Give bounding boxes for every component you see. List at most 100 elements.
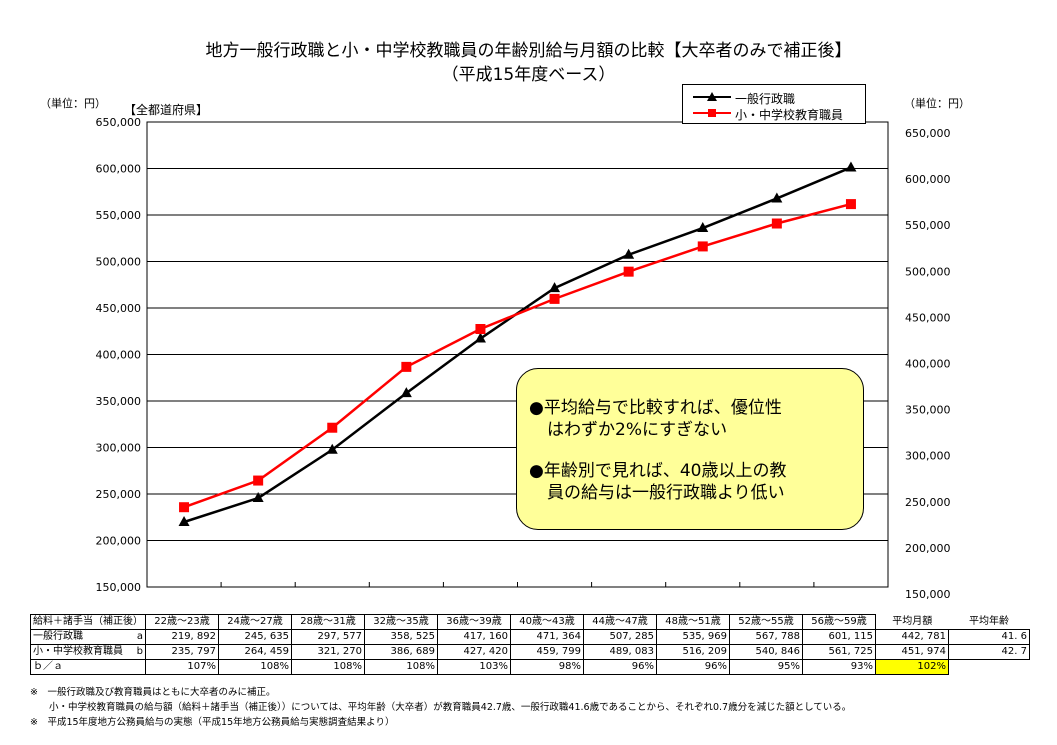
data-point-series-1 bbox=[771, 192, 783, 203]
table-cell: 427, 420 bbox=[437, 644, 511, 660]
data-point-series-2 bbox=[327, 422, 338, 433]
table-cell: 417, 160 bbox=[437, 629, 511, 645]
table-cell: 489, 083 bbox=[583, 644, 657, 660]
y-tick-label-right: 200,000 bbox=[905, 542, 951, 555]
table-header-cell: 40歳～43歳 bbox=[510, 614, 584, 630]
data-point-series-1 bbox=[623, 248, 635, 259]
table-cell: 108% bbox=[218, 659, 292, 675]
table-row: ｂ／ａ 107% 108% 108% 108% 103% 98% 96% 96%… bbox=[30, 659, 1030, 675]
table-cell: 535, 969 bbox=[656, 629, 730, 645]
callout-bullet2-line2: 員の給与は一般行政職より低い bbox=[547, 483, 785, 503]
y-tick-label-left: 200,000 bbox=[96, 535, 142, 548]
data-point-series-1 bbox=[845, 161, 857, 172]
region-label: 【全都道府県】 bbox=[124, 103, 209, 117]
table-cell: 96% bbox=[656, 659, 730, 675]
callout-box: ●平均給与で比較すれば、優位性 はわずか2%にすぎない ●年齢別で見れば、40歳… bbox=[516, 368, 864, 530]
table-header-row: 給料＋諸手当（補正後） 22歳～23歳 24歳～27歳 28歳～31歳 32歳～… bbox=[30, 614, 1030, 630]
data-point-series-1 bbox=[326, 443, 338, 454]
unit-label-left: （単位：円） bbox=[40, 97, 106, 110]
data-point-series-1 bbox=[474, 332, 486, 343]
table-cell: 540, 846 bbox=[729, 644, 803, 660]
footnote-2: 小・中学校教育職員の給与額（給料＋諸手当（補正後））については、平均年齢（大卒者… bbox=[30, 702, 852, 713]
table-cell-empty bbox=[949, 660, 1030, 675]
data-table: 給料＋諸手当（補正後） 22歳～23歳 24歳～27歳 28歳～31歳 32歳～… bbox=[30, 614, 1030, 675]
table-cell: 386, 689 bbox=[364, 644, 438, 660]
callout-bullet2-line1: ●年齢別で見れば、40歳以上の教 bbox=[529, 461, 787, 481]
unit-label-right: （単位：円） bbox=[904, 97, 970, 110]
table-cell: 358, 525 bbox=[364, 629, 438, 645]
y-tick-label-left: 500,000 bbox=[96, 256, 142, 269]
data-point-series-2 bbox=[697, 241, 708, 252]
data-point-series-2 bbox=[771, 218, 782, 229]
legend-marker-triangle bbox=[707, 92, 717, 101]
y-tick-label-right: 350,000 bbox=[905, 404, 951, 417]
data-point-series-1 bbox=[178, 516, 190, 527]
table-cell-age: 42. 7 bbox=[948, 644, 1030, 660]
table-header-cell: 44歳～47歳 bbox=[583, 614, 657, 630]
data-point-series-2 bbox=[253, 475, 264, 486]
legend-markers bbox=[693, 92, 731, 117]
table-cell: 107% bbox=[145, 659, 219, 675]
table-row: 小・中学校教育職員 b 235, 797 264, 459 321, 270 38… bbox=[30, 644, 1030, 660]
table-header-cell: 56歳～59歳 bbox=[802, 614, 876, 630]
y-tick-label-right: 600,000 bbox=[905, 173, 951, 186]
y-tick-label-right: 450,000 bbox=[905, 311, 951, 324]
series-line-2 bbox=[183, 202, 852, 509]
table-cell: 96% bbox=[583, 659, 657, 675]
table-cell: 98% bbox=[510, 659, 584, 675]
legend: 一般行政職 小・中学校教育職員 bbox=[682, 84, 866, 124]
legend-marker-square bbox=[708, 109, 716, 117]
callout-bullet1-line1: ●平均給与で比較すれば、優位性 bbox=[529, 398, 782, 418]
table-cell: 471, 364 bbox=[510, 629, 584, 645]
table-cell: 245, 635 bbox=[218, 629, 292, 645]
table-header-cell: 22歳～23歳 bbox=[145, 614, 219, 630]
y-tick-label-left: 300,000 bbox=[96, 442, 142, 455]
table-cell: 93% bbox=[802, 659, 876, 675]
table-cell: 108% bbox=[291, 659, 365, 675]
table-cell: 103% bbox=[437, 659, 511, 675]
table-row-label: 一般行政職 a bbox=[30, 629, 146, 645]
data-point-series-2 bbox=[475, 323, 486, 334]
table-row: 一般行政職 a 219, 892 245, 635 297, 577 358, 5… bbox=[30, 629, 1030, 645]
table-cell: 108% bbox=[364, 659, 438, 675]
table-cell: 264, 459 bbox=[218, 644, 292, 660]
table-cell: 459, 799 bbox=[510, 644, 584, 660]
y-tick-label-right: 250,000 bbox=[905, 496, 951, 509]
data-point-series-2 bbox=[401, 361, 412, 372]
data-point-series-2 bbox=[845, 199, 856, 210]
y-tick-label-right: 300,000 bbox=[905, 450, 951, 463]
table-cell: 507, 285 bbox=[583, 629, 657, 645]
y-tick-label-left: 150,000 bbox=[96, 581, 142, 594]
y-tick-label-right: 550,000 bbox=[905, 219, 951, 232]
data-point-series-2 bbox=[549, 293, 560, 304]
table-cell: 516, 209 bbox=[656, 644, 730, 660]
table-header-cell: 平均月額 bbox=[892, 615, 933, 627]
y-tick-label-left: 350,000 bbox=[96, 395, 142, 408]
y-tick-label-left: 600,000 bbox=[96, 163, 142, 176]
y-tick-label-left: 650,000 bbox=[96, 116, 142, 129]
table-header-cell: 32歳～35歳 bbox=[364, 614, 438, 630]
footnote-1: ※ 一般行政職及び教育職員はともに大卒者のみに補正。 bbox=[30, 687, 276, 698]
data-point-series-1 bbox=[697, 222, 709, 233]
table-header-cell: 24歳～27歳 bbox=[218, 614, 292, 630]
chart-subtitle: （平成15年度ベース） bbox=[441, 65, 616, 85]
data-point-series-1 bbox=[252, 492, 264, 503]
y-tick-label-left: 250,000 bbox=[96, 488, 142, 501]
callout-bullet1-line2: はわずか2%にすぎない bbox=[547, 420, 728, 440]
data-point-series-1 bbox=[400, 387, 412, 398]
table-header-cell: 36歳～39歳 bbox=[437, 614, 511, 630]
y-tick-label-left: 450,000 bbox=[96, 302, 142, 315]
table-cell: 219, 892 bbox=[145, 629, 219, 645]
data-point-series-2 bbox=[623, 266, 634, 277]
table-header-cell: 28歳～31歳 bbox=[291, 614, 365, 630]
table-row-label: ｂ／ａ bbox=[30, 659, 146, 675]
y-tick-label-right: 400,000 bbox=[905, 358, 951, 371]
table-cell-average: 442, 781 bbox=[875, 629, 949, 645]
table-cell: 601, 115 bbox=[802, 629, 876, 645]
table-cell: 567, 788 bbox=[729, 629, 803, 645]
table-row-label: 小・中学校教育職員 b bbox=[30, 644, 146, 660]
y-tick-label-right: 650,000 bbox=[905, 127, 951, 140]
table-cell-average: 451, 974 bbox=[875, 644, 949, 660]
legend-label-series2: 小・中学校教育職員 bbox=[735, 108, 844, 122]
table-cell: 561, 725 bbox=[802, 644, 876, 660]
